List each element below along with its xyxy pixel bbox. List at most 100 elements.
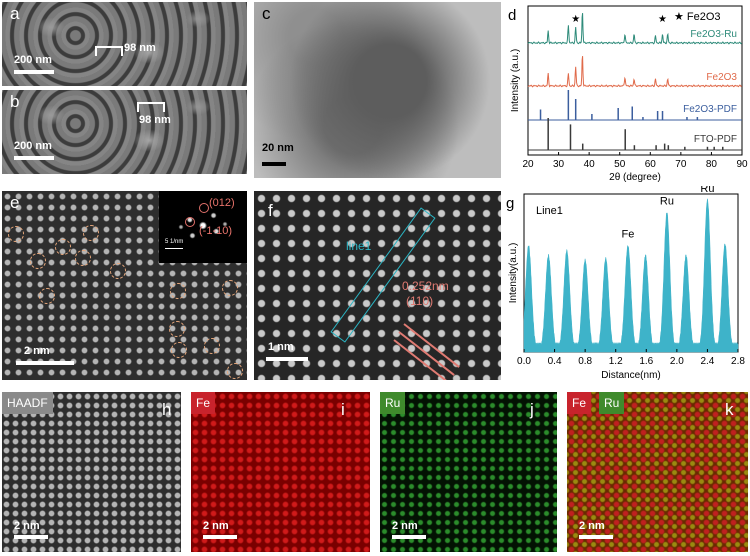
scale-bar-label: 20 nm [262, 142, 294, 154]
fft-spot-circle [199, 203, 209, 213]
x-tick-label: 40 [584, 159, 596, 170]
channel-tag: Fe [567, 392, 592, 414]
panel-label: i [341, 400, 345, 419]
peak-star: ★ [658, 14, 667, 25]
panel-label: b [10, 92, 20, 111]
series-label: Fe2O3-Ru [690, 29, 737, 40]
plot-frame [527, 5, 743, 156]
scale-bar [14, 156, 54, 160]
scale-bar [16, 361, 74, 365]
x-tick-label: 1.2 [609, 356, 623, 367]
scale-bar [14, 535, 48, 539]
channel-tag: HAADF [2, 392, 53, 414]
series-label: Fe2O3-PDF [683, 104, 737, 115]
x-tick-label: 2.4 [700, 356, 714, 367]
xrd-curve [527, 13, 743, 45]
line-profile-chart: g Line1 Fe Ru Ru 0.0 0.4 0.8 1.2 1.6 2.0 2.4 2.8 Dist… [506, 186, 745, 381]
peak-annotation: Ru [660, 196, 674, 208]
peak-annotation: Ru [700, 186, 714, 195]
hrtem-image-f: f line1 0.252nm (110) 1 nm [254, 191, 501, 380]
ru-site-circle [110, 263, 126, 279]
fe-map-i: Fe i 2 nm [191, 392, 370, 552]
xrd-chart: d 20 30 40 50 60 70 80 90 2θ (degree) Intensity (a… [508, 5, 748, 183]
fft-spot-circle [185, 217, 195, 227]
sem-image-a: a 98 nm 200 nm [2, 2, 247, 86]
panel-label: e [10, 193, 20, 212]
scale-bar-label: 2 nm [579, 520, 605, 532]
channel-tag: Ru [380, 392, 406, 414]
series-label: FTO-PDF [694, 134, 737, 145]
measure-bracket [95, 46, 123, 56]
scale-bar [203, 535, 237, 539]
haadf-map-h: HAADF h 2 nm [2, 392, 181, 552]
scale-bar-label: 2 nm [203, 520, 229, 532]
x-tick-label: 0.0 [517, 356, 531, 367]
panel-label: k [725, 400, 734, 419]
scale-bar [579, 535, 613, 539]
x-tick-label: 0.8 [578, 356, 592, 367]
x-tick-label: 2.8 [731, 356, 745, 367]
x-axis-label: 2θ (degree) [609, 172, 661, 183]
ru-site-circle [83, 225, 99, 241]
scale-bar-label: 1 nm [268, 341, 294, 353]
haadf-image-e: e (012) (-1-10) 5 1/nm 2 nm [2, 191, 247, 380]
peak-annotation: Fe [622, 229, 635, 241]
x-tick-label: 50 [614, 159, 626, 170]
lattice-line [398, 331, 455, 376]
ru-site-circle [75, 250, 91, 266]
fft-scale-label: 5 1/nm [165, 239, 184, 245]
ru-site-circle [30, 253, 46, 269]
ru-site-circle [227, 363, 243, 379]
x-tick-label: 1.6 [639, 356, 653, 367]
fft-scale-bar [165, 248, 183, 249]
intensity-area [523, 198, 739, 353]
measure-bracket [137, 102, 165, 112]
channel-tag: Ru [599, 392, 625, 414]
ru-site-circle [222, 280, 238, 296]
scale-bar-label: 2 nm [24, 345, 50, 357]
line-label: line1 [346, 239, 372, 253]
panel-label: f [268, 201, 273, 220]
overlay-map-k: Fe Ru k 2 nm [567, 392, 748, 552]
measure-label: 98 nm [139, 114, 171, 126]
panel-label: g [506, 195, 514, 212]
panel-label: a [10, 4, 20, 23]
panel-label: j [530, 400, 534, 419]
measure-label: 98 nm [124, 42, 156, 54]
ru-site-circle [170, 283, 186, 299]
x-tick-label: 30 [553, 159, 565, 170]
ru-site-circle [171, 342, 187, 358]
scale-bar-label: 2 nm [14, 520, 40, 532]
ru-map-j: Ru j 2 nm [380, 392, 557, 552]
x-axis-label: Distance(nm) [601, 370, 660, 381]
ru-site-circle [169, 321, 185, 337]
channel-tag: Fe [191, 392, 216, 414]
plane-label: (110) [406, 294, 434, 308]
scale-bar-label: 200 nm [14, 54, 52, 66]
scale-bar [262, 162, 286, 166]
fft-plane-label: (-1-10) [199, 225, 233, 237]
panel-label: d [508, 7, 516, 24]
x-tick-label: 20 [522, 159, 534, 170]
panel-label: c [262, 4, 271, 23]
fft-inset: (012) (-1-10) 5 1/nm [159, 191, 247, 263]
x-tick-label: 90 [736, 159, 748, 170]
sem-image-b: b 98 nm 200 nm [2, 90, 247, 174]
lattice-line [403, 323, 460, 368]
ru-site-circle [8, 226, 24, 242]
line-profile-box [330, 207, 436, 343]
peak-star: ★ [571, 14, 580, 25]
lattice-line [393, 339, 450, 380]
ru-site-circle [204, 338, 220, 354]
y-axis-label: Intensity (a.u.) [510, 49, 521, 112]
scale-bar-label: 200 nm [14, 140, 52, 152]
legend-text: ★ Fe2O3 [674, 11, 721, 23]
chart-title: Line1 [536, 205, 563, 217]
scale-bar-label: 2 nm [392, 520, 418, 532]
y-axis-label: Intensity(a.u.) [508, 243, 519, 304]
panel-label: h [162, 400, 172, 419]
scale-bar [392, 535, 426, 539]
fft-plane-label: (012) [209, 197, 235, 209]
x-tick-label: 60 [645, 159, 657, 170]
x-tick-label: 2.0 [670, 356, 684, 367]
